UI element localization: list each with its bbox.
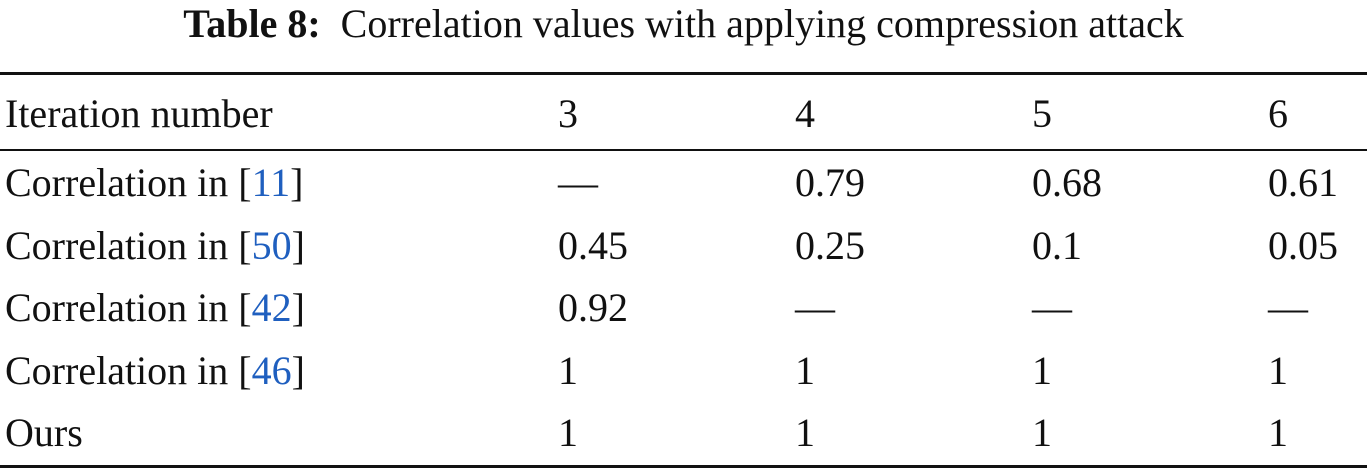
row-label-end: ] (291, 222, 305, 268)
row-label-text: Correlation in [ (5, 347, 252, 393)
cell: 1 (795, 410, 815, 455)
cell: 0.45 (558, 222, 628, 268)
cell: 1 (558, 410, 578, 455)
row-label: Correlation in [42] (5, 288, 305, 328)
row-label: Correlation in [50] (5, 222, 305, 268)
row-label-text: Correlation in [ (5, 285, 252, 330)
cell: 1 (1032, 347, 1052, 393)
caption: Table 8: Correlation values with applyin… (0, 4, 1367, 44)
row-label: Ours (5, 413, 83, 453)
row-label-text: Correlation in [ (5, 160, 252, 205)
header-label: Iteration number (5, 91, 273, 136)
cell: 1 (795, 347, 815, 393)
row-label-text: Correlation in [ (5, 222, 252, 268)
caption-label: Table 8: (183, 1, 321, 46)
citation: 42 (251, 285, 292, 330)
mid-rule (0, 149, 1367, 151)
cell: 0.68 (1032, 160, 1102, 205)
cell: 0.61 (1268, 160, 1338, 205)
cell: 0.05 (1268, 222, 1338, 268)
cell: — (1268, 285, 1308, 330)
cell: — (795, 285, 835, 330)
row-label: Correlation in [11] (5, 163, 303, 203)
cell: 1 (558, 347, 578, 393)
header-cell: 3 (558, 91, 578, 136)
row-label-end: ] (291, 347, 305, 393)
row-label-end: ] (291, 285, 305, 330)
caption-text: Correlation values with applying compres… (340, 1, 1184, 46)
cell: 0.1 (1032, 222, 1082, 268)
row-label-end: ] (290, 160, 304, 205)
cell: 0.25 (795, 222, 865, 268)
header-cell: 6 (1268, 91, 1288, 136)
cell: 1 (1032, 410, 1052, 455)
cell: 1 (1268, 347, 1288, 393)
row-label-text: Ours (5, 410, 83, 455)
cell: 0.79 (795, 160, 865, 205)
cell: 0.92 (558, 285, 628, 330)
row-label: Correlation in [46] (5, 347, 305, 393)
citation: 11 (251, 160, 291, 205)
cell: — (1032, 285, 1072, 330)
header-cell: 4 (795, 91, 815, 136)
top-rule (0, 72, 1367, 75)
bottom-rule (0, 465, 1367, 468)
citation: 46 (251, 347, 292, 393)
header-cell: 5 (1032, 91, 1052, 136)
cell: 1 (1268, 410, 1288, 455)
citation: 50 (251, 222, 292, 268)
cell: — (558, 160, 598, 205)
